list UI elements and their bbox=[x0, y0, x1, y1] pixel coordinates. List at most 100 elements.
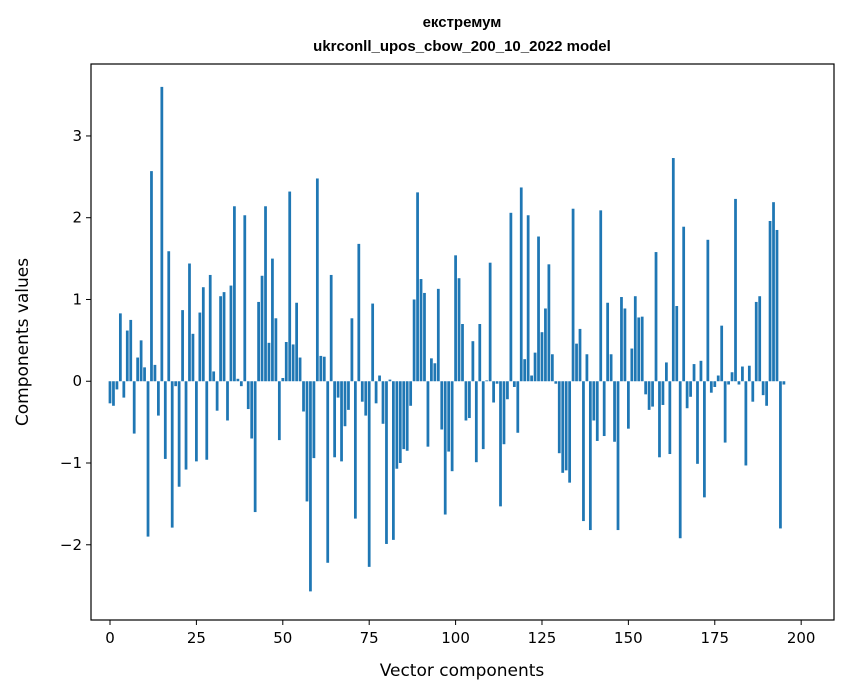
x-tick-label: 175 bbox=[700, 629, 729, 647]
bar-190 bbox=[765, 381, 768, 406]
bar-75 bbox=[367, 381, 371, 567]
bar-44 bbox=[260, 275, 264, 382]
bar-59 bbox=[312, 381, 316, 459]
bar-175 bbox=[713, 381, 717, 387]
bar-9 bbox=[139, 340, 143, 382]
bar-8 bbox=[136, 357, 140, 382]
bar-65 bbox=[333, 381, 337, 458]
y-axis-label: Components values bbox=[13, 258, 33, 426]
bar-146 bbox=[613, 381, 616, 442]
bar-165 bbox=[678, 381, 682, 539]
bar-128 bbox=[550, 354, 554, 382]
bar-120 bbox=[523, 359, 527, 382]
bar-154 bbox=[640, 316, 644, 382]
bar-136 bbox=[578, 328, 582, 382]
bar-169 bbox=[692, 364, 696, 382]
bar-110 bbox=[488, 262, 492, 382]
bar-55 bbox=[298, 357, 302, 382]
bar-69 bbox=[347, 381, 350, 410]
bar-51 bbox=[284, 342, 288, 382]
bar-159 bbox=[658, 381, 661, 458]
bar-108 bbox=[481, 381, 485, 450]
bar-63 bbox=[326, 381, 330, 563]
bar-41 bbox=[250, 381, 254, 439]
bar-113 bbox=[499, 381, 502, 507]
x-tick-label: 200 bbox=[787, 629, 816, 647]
bar-32 bbox=[219, 296, 222, 382]
x-tick-label: 0 bbox=[105, 629, 115, 647]
bar-80 bbox=[385, 381, 388, 544]
bar-87 bbox=[409, 381, 413, 406]
bar-195 bbox=[782, 381, 786, 385]
bar-130 bbox=[557, 381, 561, 454]
bar-11 bbox=[146, 381, 150, 537]
bar-18 bbox=[170, 381, 174, 528]
bar-187 bbox=[754, 301, 758, 382]
bar-79 bbox=[381, 381, 385, 424]
chart-title-line1: екстремум bbox=[423, 14, 502, 31]
bar-56 bbox=[302, 381, 305, 412]
bar-84 bbox=[398, 381, 402, 464]
bar-161 bbox=[665, 362, 668, 382]
bar-91 bbox=[423, 292, 426, 382]
bar-86 bbox=[405, 381, 409, 451]
bar-134 bbox=[571, 208, 575, 382]
bar-62 bbox=[322, 356, 326, 382]
bar-172 bbox=[703, 381, 706, 498]
bar-95 bbox=[436, 288, 440, 382]
bar-53 bbox=[291, 344, 295, 382]
bar-121 bbox=[526, 215, 530, 382]
bar-5 bbox=[125, 330, 129, 382]
bar-0 bbox=[108, 381, 112, 404]
bar-16 bbox=[163, 381, 167, 459]
bar-158 bbox=[654, 252, 658, 382]
bar-179 bbox=[727, 381, 730, 385]
bar-168 bbox=[689, 381, 692, 397]
bar-160 bbox=[661, 381, 665, 405]
bar-31 bbox=[215, 381, 219, 411]
x-tick-label: 150 bbox=[614, 629, 643, 647]
x-tick-label: 125 bbox=[528, 629, 557, 647]
bar-58 bbox=[309, 381, 312, 592]
bar-180 bbox=[730, 372, 734, 382]
bar-96 bbox=[440, 381, 444, 430]
bar-45 bbox=[264, 206, 267, 382]
bar-70 bbox=[350, 318, 354, 382]
bar-15 bbox=[160, 86, 164, 382]
y-tick-label: 3 bbox=[72, 127, 82, 145]
bar-109 bbox=[485, 380, 489, 382]
bar-107 bbox=[478, 324, 482, 382]
bar-54 bbox=[295, 302, 298, 382]
bar-132 bbox=[564, 381, 568, 471]
bar-81 bbox=[388, 379, 392, 382]
bar-83 bbox=[395, 381, 399, 469]
bar-48 bbox=[274, 318, 278, 382]
bar-57 bbox=[305, 381, 309, 502]
bar-106 bbox=[474, 381, 478, 463]
y-tick-label: 1 bbox=[72, 290, 82, 308]
bar-155 bbox=[644, 381, 648, 395]
chart-title-line2: ukrconll_upos_cbow_200_10_2022 model bbox=[313, 38, 611, 55]
bar-148 bbox=[620, 297, 623, 382]
x-tick-label: 25 bbox=[187, 629, 206, 647]
bar-166 bbox=[682, 226, 686, 382]
bar-117 bbox=[512, 381, 516, 387]
bar-119 bbox=[519, 187, 523, 382]
bar-149 bbox=[623, 308, 627, 382]
bar-176 bbox=[716, 375, 720, 382]
bar-178 bbox=[723, 381, 727, 443]
bar-112 bbox=[495, 381, 499, 384]
bar-66 bbox=[336, 381, 340, 398]
bar-123 bbox=[533, 352, 537, 382]
bar-20 bbox=[177, 381, 181, 487]
bars-group bbox=[108, 86, 786, 592]
bar-76 bbox=[371, 303, 375, 382]
bar-124 bbox=[537, 236, 540, 382]
bar-142 bbox=[599, 210, 603, 382]
bar-101 bbox=[457, 278, 461, 382]
bar-68 bbox=[343, 381, 347, 427]
bar-97 bbox=[443, 381, 447, 515]
bar-116 bbox=[509, 212, 513, 382]
bar-102 bbox=[461, 324, 464, 382]
